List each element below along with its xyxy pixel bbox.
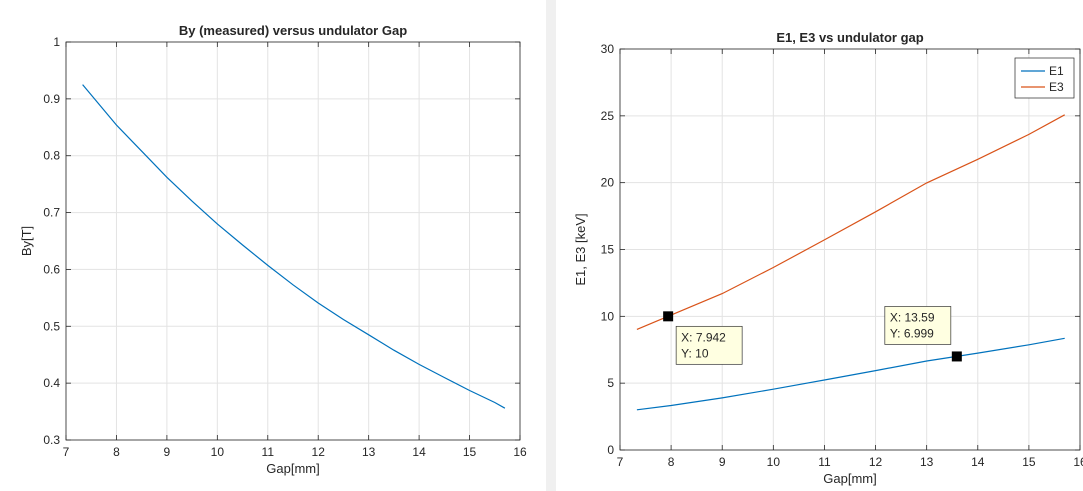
x-tick-label: 16 <box>1073 455 1083 469</box>
y-tick-label: 25 <box>601 109 615 123</box>
by-vs-gap-chart: 7 8 9 10 11 12 13 14 15 16 0.3 0.4 0.5 0.6 0.7 0.8 0.9 1 B… <box>19 23 527 476</box>
datatip-box <box>675 325 743 365</box>
x-tick-label: 11 <box>818 455 831 469</box>
datatip-box <box>884 306 952 345</box>
x-tick-label: 9 <box>719 455 726 469</box>
x-tick-label: 15 <box>1022 455 1036 469</box>
x-tick-label: 7 <box>63 445 70 459</box>
series-line-e3 <box>636 114 1065 330</box>
y-tick-label: 0.9 <box>43 92 60 106</box>
axes-box <box>65 41 521 441</box>
y-tick-label: 0 <box>607 443 614 457</box>
plot-area <box>66 42 520 440</box>
y-tick-label: 0.6 <box>43 262 60 276</box>
x-tick-label: 15 <box>463 445 477 459</box>
y-tick-label: 5 <box>607 376 614 390</box>
x-tick-label: 8 <box>668 455 675 469</box>
x-tick-label: 10 <box>767 455 781 469</box>
x-tick-label: 14 <box>971 455 985 469</box>
y-tick-label: 0.3 <box>43 433 60 447</box>
datatip-y-label: Y: 10 <box>681 346 709 360</box>
x-tick-label: 7 <box>617 455 624 469</box>
right-figure-panel: 7 8 9 10 11 12 13 14 15 16 0 5 10 15 20 25 30 E1, E3 vs u… <box>556 0 1083 491</box>
y-tick-label: 0.7 <box>43 206 60 220</box>
y-tick-label: 0.4 <box>43 376 60 390</box>
x-axis-label: Gap[mm] <box>823 471 876 486</box>
datatip-x-label: X: 7.942 <box>681 330 726 344</box>
y-axis-label: By[T] <box>19 226 34 256</box>
x-tick-label: 11 <box>262 445 275 459</box>
y-tick-label: 15 <box>601 243 615 257</box>
legend-label-e1: E1 <box>1049 64 1064 78</box>
x-tick-label: 13 <box>920 455 934 469</box>
x-tick-label: 12 <box>869 455 883 469</box>
y-tick-label: 1 <box>53 35 60 49</box>
legend-box <box>1014 57 1075 99</box>
legend-label-e3: E3 <box>1049 80 1064 94</box>
x-axis-label: Gap[mm] <box>266 461 319 476</box>
datatip-marker <box>951 351 962 362</box>
datatip-x-label: X: 13.59 <box>890 310 935 324</box>
x-tick-label: 8 <box>113 445 120 459</box>
e1-e3-vs-gap-chart: 7 8 9 10 11 12 13 14 15 16 0 5 10 15 20 25 30 E1, E3 vs u… <box>573 30 1083 486</box>
chart-title: By (measured) versus undulator Gap <box>179 23 407 38</box>
x-tick-label: 12 <box>312 445 326 459</box>
series-line <box>82 84 506 409</box>
chart-title: E1, E3 vs undulator gap <box>776 30 923 45</box>
y-tick-label: 30 <box>601 42 615 56</box>
datatip: X: 13.59 Y: 6.999 <box>884 306 962 362</box>
datatip-marker <box>663 311 674 322</box>
y-axis-label: E1, E3 [keV] <box>573 213 588 285</box>
x-tick-label: 14 <box>412 445 426 459</box>
x-tick-label: 16 <box>513 445 527 459</box>
left-figure-panel: 7 8 9 10 11 12 13 14 15 16 0.3 0.4 0.5 0.6 0.7 0.8 0.9 1 B… <box>0 0 546 491</box>
y-tick-label: 10 <box>601 309 615 323</box>
y-tick-label: 0.5 <box>43 319 60 333</box>
x-tick-label: 9 <box>164 445 171 459</box>
series-line-e1 <box>636 337 1065 411</box>
datatip: X: 7.942 Y: 10 <box>663 311 743 365</box>
x-tick-label: 13 <box>362 445 376 459</box>
datatip-y-label: Y: 6.999 <box>890 326 934 340</box>
y-tick-label: 20 <box>601 176 615 190</box>
y-tick-label: 0.8 <box>43 149 60 163</box>
x-tick-label: 10 <box>211 445 225 459</box>
